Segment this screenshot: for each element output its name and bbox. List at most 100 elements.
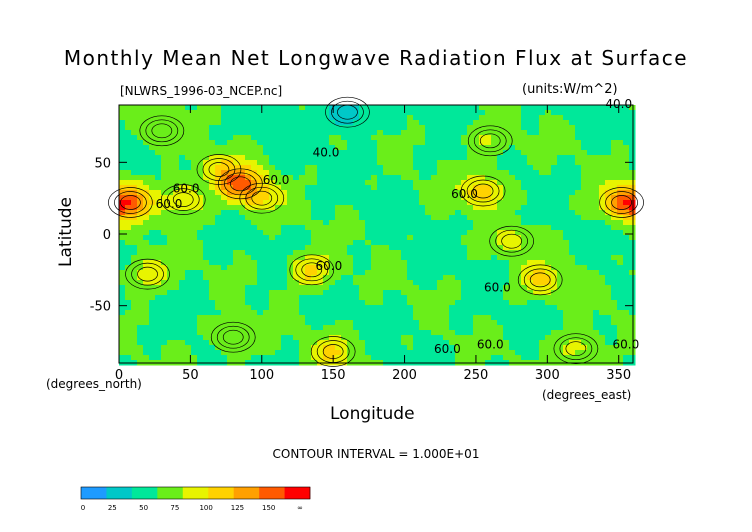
heatmap-cell bbox=[275, 165, 282, 171]
heatmap-cell bbox=[173, 245, 180, 251]
heatmap-cell bbox=[563, 190, 570, 196]
heatmap-cell bbox=[521, 300, 528, 306]
heatmap-cell bbox=[221, 150, 228, 156]
heatmap-cell bbox=[371, 285, 378, 291]
heatmap-cell bbox=[605, 145, 612, 151]
heatmap-cell bbox=[377, 145, 384, 151]
heatmap-cell bbox=[143, 345, 150, 351]
heatmap-cell bbox=[485, 155, 492, 161]
heatmap-cell bbox=[311, 325, 318, 331]
heatmap-cell bbox=[311, 335, 318, 341]
heatmap-cell bbox=[185, 185, 192, 191]
heatmap-cell bbox=[413, 150, 420, 156]
heatmap-cell bbox=[395, 265, 402, 271]
heatmap-cell bbox=[605, 185, 612, 191]
heatmap-cell bbox=[575, 280, 582, 286]
heatmap-cell bbox=[515, 285, 522, 291]
heatmap-cell bbox=[239, 240, 246, 246]
heatmap-cell bbox=[215, 170, 222, 176]
heatmap-cell bbox=[245, 295, 252, 301]
heatmap-cell bbox=[215, 155, 222, 161]
heatmap-cell bbox=[509, 300, 516, 306]
heatmap-cell bbox=[479, 265, 486, 271]
colorbar-swatch bbox=[284, 487, 311, 499]
heatmap-cell bbox=[155, 290, 162, 296]
heatmap-cell bbox=[161, 185, 168, 191]
heatmap-cell bbox=[449, 150, 456, 156]
heatmap-cell bbox=[509, 280, 516, 286]
heatmap-cell bbox=[353, 235, 360, 241]
heatmap-cell bbox=[527, 215, 534, 221]
heatmap-cell bbox=[467, 285, 474, 291]
heatmap-cell bbox=[461, 110, 468, 116]
heatmap-cell bbox=[227, 175, 234, 181]
heatmap-cell bbox=[293, 245, 300, 251]
heatmap-cell bbox=[551, 240, 558, 246]
heatmap-cell bbox=[395, 235, 402, 241]
heatmap-cell bbox=[437, 275, 444, 281]
heatmap-cell bbox=[461, 115, 468, 121]
heatmap-cell bbox=[341, 145, 348, 151]
heatmap-cell bbox=[383, 150, 390, 156]
heatmap-cell bbox=[191, 125, 198, 131]
heatmap-cell bbox=[287, 335, 294, 341]
heatmap-cell bbox=[515, 255, 522, 261]
heatmap-cell bbox=[383, 220, 390, 226]
heatmap-cell bbox=[185, 145, 192, 151]
heatmap-cell bbox=[125, 220, 132, 226]
heatmap-cell bbox=[371, 105, 378, 111]
heatmap-cell bbox=[449, 195, 456, 201]
heatmap-cell bbox=[521, 335, 528, 341]
heatmap-cell bbox=[305, 295, 312, 301]
heatmap-cell bbox=[257, 240, 264, 246]
heatmap-cell bbox=[203, 145, 210, 151]
heatmap-cell bbox=[197, 105, 204, 111]
heatmap-cell bbox=[497, 340, 504, 346]
heatmap-cell bbox=[191, 295, 198, 301]
heatmap-cell bbox=[245, 335, 252, 341]
heatmap-cell bbox=[365, 270, 372, 276]
heatmap-cell bbox=[557, 115, 564, 121]
heatmap-cell bbox=[341, 300, 348, 306]
heatmap-cell bbox=[479, 255, 486, 261]
heatmap-cell bbox=[203, 355, 210, 361]
heatmap-cell bbox=[473, 200, 480, 206]
heatmap-cell bbox=[233, 130, 240, 136]
heatmap-cell bbox=[155, 245, 162, 251]
heatmap-cell bbox=[413, 335, 420, 341]
heatmap-cell bbox=[383, 235, 390, 241]
heatmap-cell bbox=[209, 195, 216, 201]
x-axis-label: Longitude bbox=[330, 404, 415, 424]
heatmap-cell bbox=[359, 180, 366, 186]
heatmap-cell bbox=[335, 140, 342, 146]
heatmap-cell bbox=[593, 280, 600, 286]
heatmap-cell bbox=[335, 235, 342, 241]
heatmap-cell bbox=[383, 295, 390, 301]
heatmap-cell bbox=[611, 175, 618, 181]
heatmap-cell bbox=[389, 320, 396, 326]
heatmap-cell bbox=[179, 180, 186, 186]
heatmap-cell bbox=[449, 230, 456, 236]
heatmap-cell bbox=[287, 250, 294, 256]
heatmap-cell bbox=[335, 215, 342, 221]
heatmap-cell bbox=[473, 170, 480, 176]
heatmap-cell bbox=[455, 250, 462, 256]
heatmap-cell bbox=[515, 135, 522, 141]
heatmap-cell bbox=[143, 270, 150, 276]
heatmap-cell bbox=[509, 135, 516, 141]
heatmap-cell bbox=[497, 115, 504, 121]
heatmap-cell bbox=[407, 355, 414, 361]
heatmap-cell bbox=[197, 285, 204, 291]
heatmap-cell bbox=[419, 195, 426, 201]
heatmap-cell bbox=[221, 280, 228, 286]
heatmap-cell bbox=[425, 110, 432, 116]
heatmap-cell bbox=[209, 110, 216, 116]
heatmap-cell bbox=[143, 150, 150, 156]
heatmap-cell bbox=[557, 245, 564, 251]
heatmap-cell bbox=[551, 145, 558, 151]
heatmap-cell bbox=[161, 110, 168, 116]
heatmap-cell bbox=[455, 325, 462, 331]
heatmap-cell bbox=[287, 160, 294, 166]
heatmap-cell bbox=[233, 335, 240, 341]
heatmap-cell bbox=[305, 225, 312, 231]
